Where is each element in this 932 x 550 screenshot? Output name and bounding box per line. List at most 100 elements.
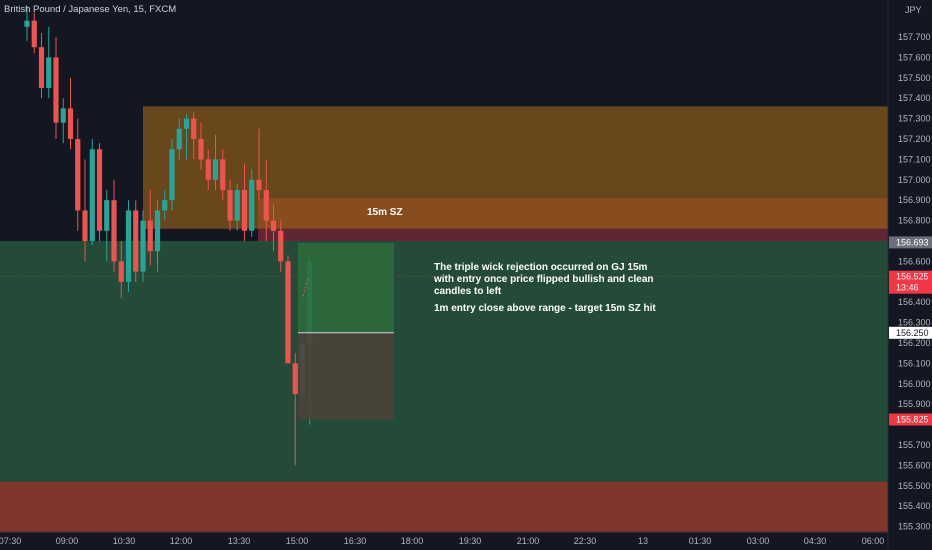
price-tick: 155.500 [898, 481, 931, 491]
price-tick: 156.400 [898, 297, 931, 307]
candle-body [212, 159, 219, 180]
price-label: 156.693 [896, 237, 929, 247]
price-tick: 157.400 [898, 93, 931, 103]
price-tick: 157.000 [898, 175, 931, 185]
candle-body [67, 108, 74, 139]
candle-body [256, 179, 262, 190]
supply-zone-band [258, 228, 888, 241]
candle-body [24, 20, 30, 27]
price-label: 155.825 [896, 415, 929, 425]
price-label: 13:46 [896, 283, 919, 293]
candle-body [46, 57, 52, 88]
candle-body [96, 149, 103, 231]
candle-body [191, 118, 197, 139]
price-label-box [889, 413, 932, 426]
annotations-layer: 15m SZ The triple wick rejection occurred… [367, 207, 656, 314]
price-tick: 157.700 [898, 32, 931, 42]
price-label-box [889, 236, 932, 249]
candle-body [75, 139, 81, 211]
time-tick: 22:30 [574, 536, 597, 546]
time-tick: 16:30 [344, 536, 367, 546]
candle-body [31, 20, 37, 48]
time-tick: 10:30 [113, 536, 136, 546]
annotation-text: 1m entry close above range - target 15m … [434, 303, 656, 314]
time-tick: 21:00 [517, 536, 540, 546]
annotation-text: candles to left [434, 286, 502, 297]
time-tick: 07:30 [0, 536, 21, 546]
time-tick: 12:00 [170, 536, 193, 546]
time-tick: 13:30 [228, 536, 251, 546]
candle-body [89, 149, 95, 241]
arrow-hint [302, 277, 309, 297]
zones-layer [0, 106, 888, 533]
target-box [298, 243, 394, 333]
currency-label: JPY [905, 5, 922, 15]
price-tick: 156.100 [898, 358, 931, 368]
candle-body [285, 261, 291, 364]
candle-body [147, 220, 153, 252]
price-axis[interactable]: 157.700 157.600 157.500 157.400 157.300 157.2… [898, 32, 931, 532]
price-label: 156.250 [896, 328, 929, 338]
price-tick: 157.200 [898, 134, 931, 144]
candle-body [38, 47, 45, 88]
symbol-title: British Pound / Japanese Yen, 15, FXCM [4, 4, 176, 15]
candle-body [227, 190, 233, 221]
position-layer [298, 243, 394, 420]
candle-body [292, 363, 298, 394]
annotation-text: The triple wick rejection occurred on GJ… [434, 262, 648, 273]
price-tick: 156.000 [898, 379, 931, 389]
annotation-text: with entry once price flipped bullish an… [433, 274, 653, 285]
price-tick: 156.200 [898, 338, 931, 348]
time-tick: 03:00 [747, 536, 770, 546]
time-tick: 18:00 [401, 536, 424, 546]
price-tick: 156.900 [898, 195, 931, 205]
price-label-box [889, 281, 932, 294]
price-tick: 155.300 [898, 522, 931, 532]
candle-body [263, 190, 269, 221]
time-tick: 13 [638, 536, 648, 546]
time-axis[interactable]: 07:30 09:00 10:30 12:00 13:30 15:00 16:30 18:00… [0, 536, 884, 546]
time-tick: 09:00 [56, 536, 79, 546]
candle-body [125, 210, 132, 282]
annotation-sz-label: 15m SZ [367, 207, 403, 218]
candle-body [278, 230, 284, 262]
time-tick: 19:30 [459, 536, 482, 546]
candle-body [270, 220, 277, 231]
lower-zone [0, 481, 888, 533]
candle-body [60, 108, 66, 123]
price-label-box [889, 270, 932, 283]
time-tick: 06:00 [862, 536, 885, 546]
time-tick: 04:30 [804, 536, 827, 546]
candle-body [220, 159, 226, 190]
stop-box [298, 332, 394, 420]
price-label: 156.525 [896, 272, 929, 282]
price-tick: 155.700 [898, 440, 931, 450]
price-tick: 157.500 [898, 73, 931, 83]
supply-zone-upper [258, 198, 888, 229]
price-tick: 156.300 [898, 318, 931, 328]
candle-body [140, 220, 146, 272]
candle-body [82, 210, 88, 241]
price-label-box [889, 326, 932, 339]
price-tick: 157.100 [898, 154, 931, 164]
candle-body [183, 118, 190, 129]
price-tick: 155.900 [898, 399, 931, 409]
price-tick: 156.800 [898, 216, 931, 226]
price-tick: 157.600 [898, 52, 931, 62]
price-tick: 157.300 [898, 114, 931, 124]
candle-body [111, 200, 117, 262]
price-tick: 155.600 [898, 460, 931, 470]
candle-body [205, 159, 211, 180]
candle-body [249, 179, 255, 231]
candle-body [176, 128, 182, 150]
candle-body [118, 261, 124, 282]
candle-body [162, 200, 168, 211]
price-tick: 156.600 [898, 256, 931, 266]
candle-body [234, 190, 240, 221]
time-tick: 01:30 [689, 536, 712, 546]
candle-body [198, 139, 204, 160]
price-tick: 155.400 [898, 501, 931, 511]
candle-body [154, 210, 161, 252]
